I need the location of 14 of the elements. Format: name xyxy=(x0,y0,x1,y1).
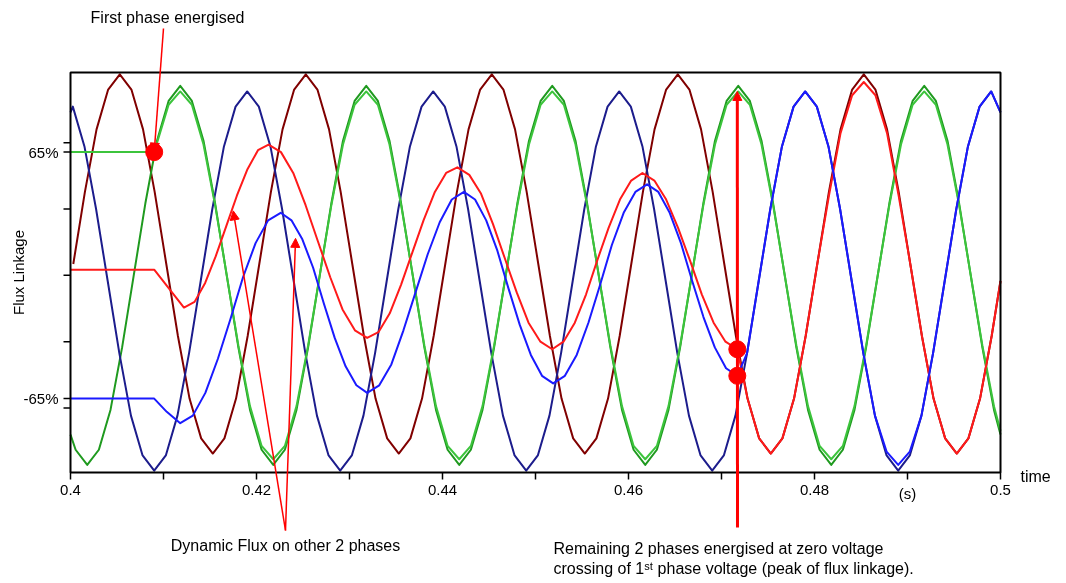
annotation: Remaining 2 phases energised at zero voltage crossing of 1ˢᵗ phase voltage (peak of flux linkage). xyxy=(553,539,914,578)
x-tick-label: 0.4 xyxy=(60,480,81,498)
annotation: First phase energised xyxy=(90,9,245,26)
y-axis-title: Flux Linkage xyxy=(10,229,27,316)
annotation: Dynamic Flux on other 2 phases xyxy=(170,537,401,554)
x-tick-label: (s) xyxy=(898,484,917,502)
y-tick-label: -65% xyxy=(23,390,59,408)
x-tick-label: 0.42 xyxy=(241,480,272,498)
x-tick-label: 0.5 xyxy=(990,480,1011,498)
x-tick-label: 0.48 xyxy=(799,480,830,498)
x-axis-title: time xyxy=(1020,468,1051,485)
x-tick-label: 0.44 xyxy=(427,480,458,498)
x-tick-label: 0.46 xyxy=(613,480,644,498)
y-tick-label: 65% xyxy=(28,143,59,161)
